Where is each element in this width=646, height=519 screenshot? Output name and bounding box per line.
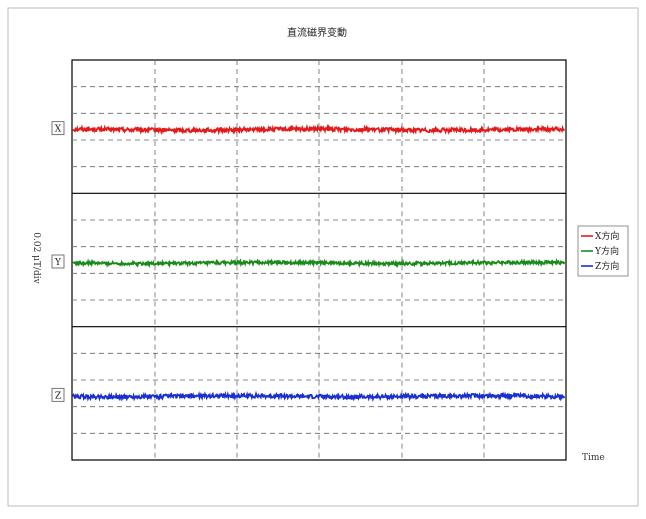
x-axis-label: Time <box>582 453 605 463</box>
panel-label-box <box>51 387 65 402</box>
panel-label: Y <box>54 258 62 268</box>
legend-entry: Y方向 <box>594 245 619 257</box>
series-line-Y方向 <box>72 257 566 269</box>
legend-entry: Z方向 <box>595 260 619 272</box>
y-axis-label: 0.02 μT/div <box>31 232 41 284</box>
panel-label: X <box>55 125 62 135</box>
series-line-Z方向 <box>72 390 566 403</box>
series-line-X方向 <box>72 123 566 136</box>
outer-border <box>7 7 639 507</box>
legend: X方向 Y方向 Z方向 <box>577 225 629 277</box>
panel-label: Z <box>55 391 61 401</box>
legend-entry: X方向 <box>595 230 619 242</box>
panel-label-box <box>51 121 65 136</box>
plot-area: X Y Z <box>51 59 567 461</box>
chart-title: 直流磁界变動 <box>287 26 347 39</box>
panel-label-box <box>51 254 65 269</box>
